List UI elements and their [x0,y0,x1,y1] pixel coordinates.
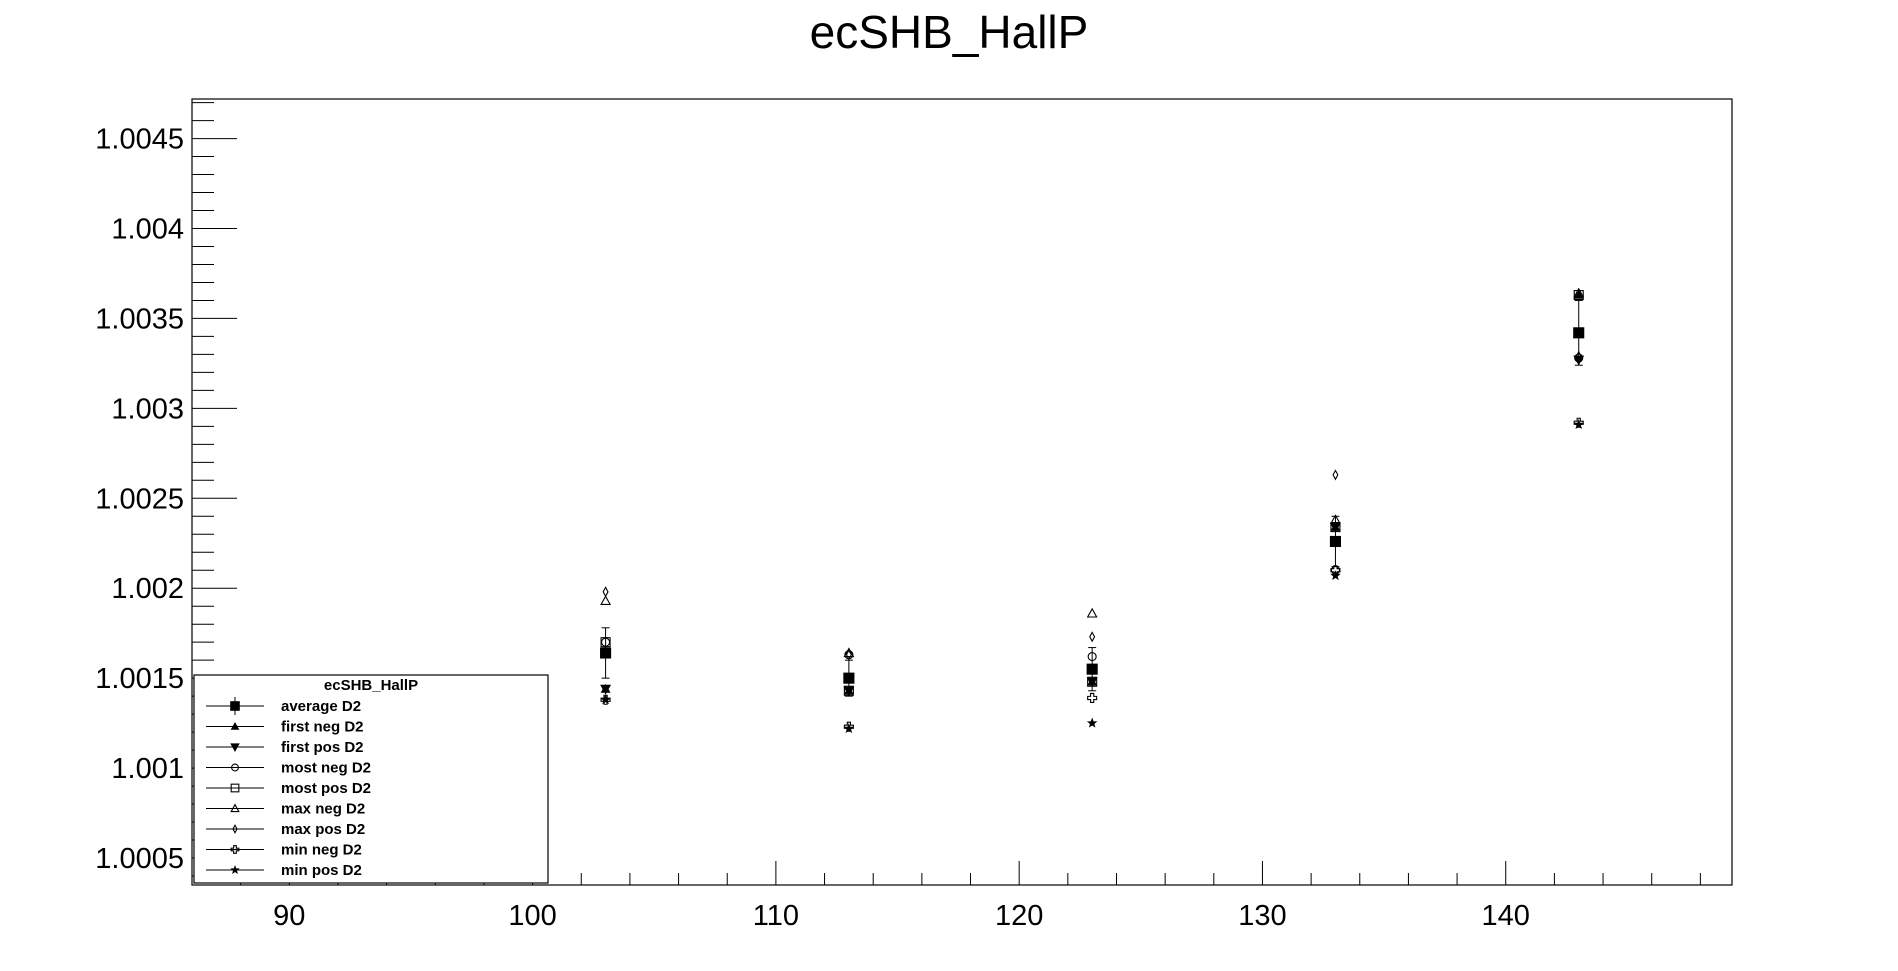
y-tick-label: 1.001 [111,753,184,785]
legend-label: min pos D2 [281,862,362,879]
legend-label: max pos D2 [281,821,365,838]
chart-title: ecSHB_HallP [810,6,1089,58]
plot-border [191,98,1733,886]
legend-entry: max neg D2 [206,801,365,818]
data-point [600,694,611,705]
data-point [1086,607,1098,618]
series-max-neg-d2 [600,287,1585,658]
legend-entry: max pos D2 [206,821,365,838]
legend-marker [230,845,240,854]
legend-entry: min neg D2 [206,842,362,859]
series-first-pos-d2 [600,355,1585,697]
data-point [843,722,855,734]
data-point [845,649,852,661]
legend-marker [230,701,240,711]
data-point [1087,692,1098,703]
series-min-pos-d2 [600,418,1585,734]
y-tick-label: 1.002 [111,573,184,605]
x-tick-label: 90 [273,900,305,932]
y-tick-label: 1.0045 [95,124,184,156]
x-tick-label: 100 [508,900,556,932]
data-point [600,637,611,648]
data-point [1089,631,1096,643]
y-tick-label: 1.0035 [95,303,184,335]
data-point [1086,663,1098,675]
legend-label: average D2 [281,698,361,715]
data-point [843,672,855,684]
series-max-pos-d2 [602,350,1582,661]
data-point [1574,353,1584,363]
data-point [600,647,612,659]
y-tick-label: 1.0005 [95,843,184,875]
legend-label: most neg D2 [281,760,371,777]
data-point [1330,514,1341,525]
data-point [1330,570,1341,581]
data-point [1573,327,1585,339]
data-point [602,586,609,598]
plot-frame [191,98,1733,886]
legend-label: first pos D2 [281,739,364,756]
data-point [1573,418,1585,430]
y-axis: 1.0005 1.001 1.0015 1.002 1.0025 1.003 1.0035 1… [95,102,237,877]
y-tick-label: 1.004 [111,214,184,246]
series-average-d2 [600,299,1585,697]
data-point [1087,652,1097,662]
data-point [1087,676,1098,687]
legend-entry: first pos D2 [206,739,364,756]
x-tick-label: 130 [1238,900,1286,932]
x-axis: 90 100 110 120 130 140 [191,861,1701,932]
data-point [843,686,855,697]
legend-marker [230,803,240,813]
data-point [600,684,612,695]
legend-label: min neg D2 [281,842,362,859]
x-tick-label: 120 [995,900,1043,932]
y-tick-label: 1.0025 [95,483,184,515]
legend-label: most pos D2 [281,780,371,797]
y-tick-label: 1.003 [111,393,184,425]
data-point [843,647,855,658]
legend-marker [230,783,240,793]
data-point [1332,469,1339,481]
legend-title: ecSHB_HallP [324,677,418,694]
data-point [600,595,612,605]
data-point [1329,535,1341,548]
legend-entry: most pos D2 [206,780,371,797]
series-most-neg-d2 [601,353,1584,662]
legend-label: first neg D2 [281,719,364,736]
data-point [1575,350,1582,362]
data-point [1573,290,1584,301]
x-tick-label: 110 [753,900,799,932]
legend-entry: min pos D2 [206,862,362,879]
legend-box [193,674,549,884]
legend-marker [231,763,239,772]
data-point [1330,522,1341,533]
legend-marker [230,743,240,752]
data-point [1086,717,1098,728]
legend-entry: first neg D2 [206,719,364,736]
y-tick-label: 1.0015 [95,663,184,695]
legend-marker [230,721,240,730]
legend-entry: average D2 [206,697,361,715]
legend-marker [230,865,240,875]
legend-entry: most neg D2 [206,760,371,777]
legend-label: max neg D2 [281,801,365,818]
x-tick-label: 140 [1482,900,1530,932]
data-series [600,287,1585,734]
data-point [1086,677,1098,688]
series-most-pos-d2 [600,290,1584,696]
data-point [843,685,854,696]
legend-marker [232,824,238,834]
data-point [1573,287,1585,298]
